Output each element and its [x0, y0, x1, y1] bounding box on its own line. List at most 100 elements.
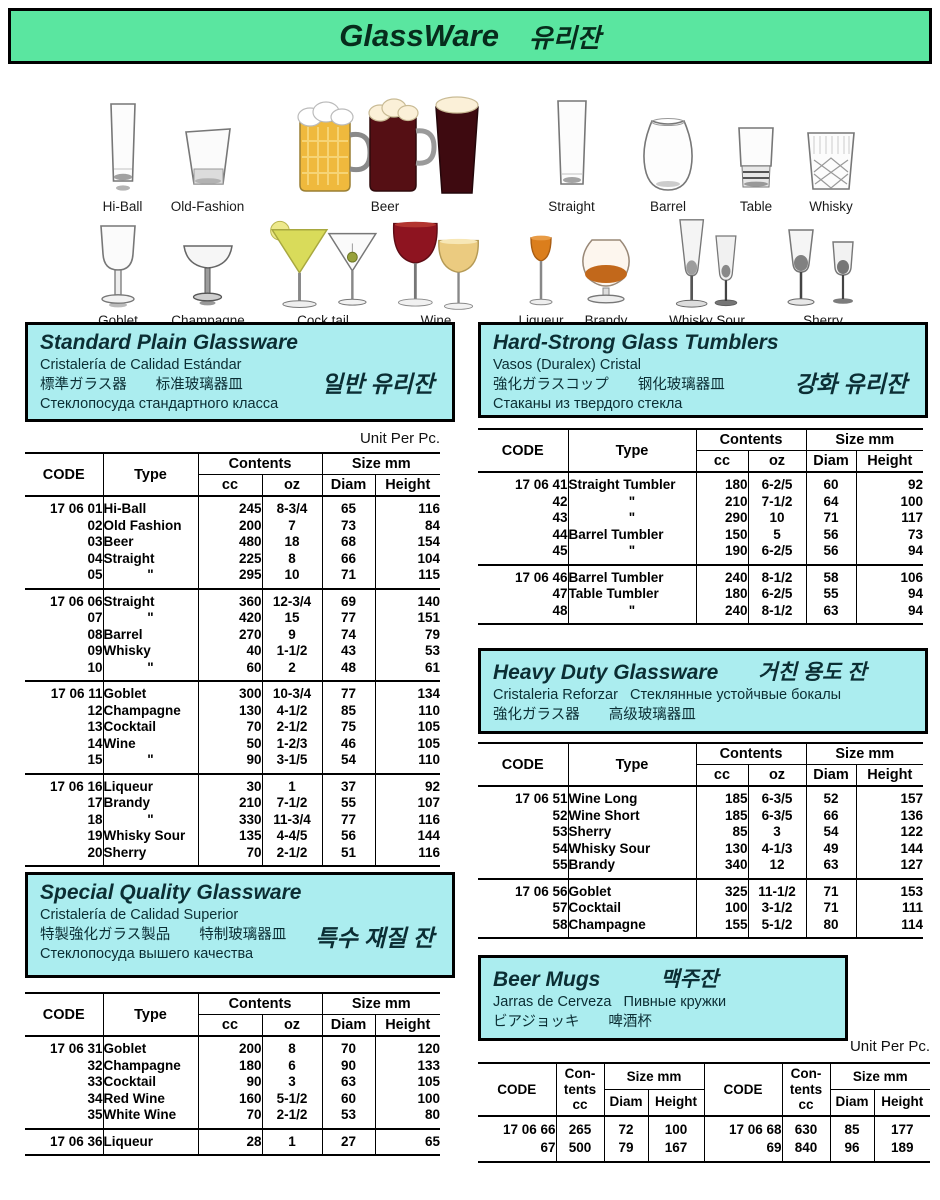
- table-row: 52 Wine Short 185 6-3/5 66 136: [477, 807, 924, 824]
- col-header-contents-cc: Con-tents cc: [781, 1063, 831, 1116]
- cell-height: 94: [855, 602, 924, 624]
- col-header-cc: cc: [197, 474, 263, 496]
- col-header-diam: Diam: [321, 1014, 376, 1036]
- col-header-cc: cc: [695, 764, 749, 786]
- col-header-size: Size mm: [805, 743, 924, 765]
- page-title: GlassWare: [339, 18, 499, 53]
- table-row: 19 Whisky Sour 135 4-4/5 56 144: [24, 828, 441, 845]
- table-row: 14 Wine 50 1-2/3 46 105: [24, 735, 441, 752]
- glass-label: Whisky: [809, 199, 853, 214]
- col-header-type: Type: [567, 743, 697, 786]
- cell-oz: 12-3/4: [261, 587, 323, 610]
- section-korean-label: 특수 재질 잔: [315, 925, 434, 951]
- cell-height: 79: [374, 626, 441, 643]
- cell: 67: [477, 1138, 557, 1162]
- cell-code: 13: [24, 719, 104, 736]
- col-header-contents-cc: Con-tents cc: [555, 1063, 605, 1116]
- cell-type: Straight: [102, 550, 199, 567]
- table-row: 43 " 290 10 71 117: [477, 510, 924, 527]
- cell-oz: 1-2/3: [261, 735, 323, 752]
- cell-diam: 63: [805, 602, 857, 624]
- cell: 17 06 66: [477, 1115, 557, 1139]
- section-subtitle-es: Cristalería de Calidad Superior: [40, 907, 239, 924]
- cell-diam: 66: [805, 807, 857, 824]
- cell-diam: 52: [805, 786, 857, 808]
- table-row: 17 06 16 Liqueur 30 1 37 92: [24, 772, 441, 795]
- cell-code: 07: [24, 610, 104, 627]
- section-korean-label: 일반 유리잔: [321, 371, 434, 397]
- cell-oz: 1: [261, 1127, 323, 1155]
- cell-oz: 4-1/3: [747, 840, 807, 857]
- cell-oz: 6-2/5: [747, 543, 807, 565]
- cell-diam: 48: [321, 659, 376, 681]
- cell-type: Red Wine: [102, 1090, 199, 1107]
- cell-code: 48: [477, 602, 569, 624]
- col-header-diam: Diam: [805, 764, 857, 786]
- table-figure: Table: [719, 86, 793, 214]
- table-group: 17 06 36 Liqueur 28 1 27 65: [24, 1127, 441, 1155]
- cell-height: 127: [855, 857, 924, 879]
- cell-code: 47: [477, 586, 569, 603]
- section-title: Hard-Strong Glass Tumblers: [493, 331, 779, 354]
- cell-cc: 130: [197, 702, 263, 719]
- cell-height: 144: [374, 828, 441, 845]
- section-title: Standard Plain Glassware: [40, 331, 298, 354]
- cell-type: Table Tumbler: [567, 586, 697, 603]
- cell-height: 84: [374, 517, 441, 534]
- table-row: 32 Champagne 180 6 90 133: [24, 1057, 441, 1074]
- cell-diam: 71: [321, 567, 376, 589]
- col-header-height: Height: [374, 1014, 441, 1036]
- cell-oz: 6-3/5: [747, 786, 807, 808]
- glass-label: Barrel: [649, 199, 686, 214]
- beer-figure: Beer: [290, 86, 480, 214]
- cell-code: 17 06 56: [477, 877, 569, 900]
- cell-cc: 325: [695, 877, 749, 900]
- table-row: 20 Sherry 70 2-1/2 51 116: [24, 844, 441, 866]
- cell-cc: 150: [695, 526, 749, 543]
- cell-cc: 240: [695, 602, 749, 624]
- cell-oz: 3: [747, 824, 807, 841]
- cell-code: 17: [24, 795, 104, 812]
- special-quality-glassware-table: CODE Type Contents Size mm cc oz Diam Height 17 …: [24, 992, 441, 1156]
- col-header-contents: Contents: [695, 743, 807, 765]
- section-heavy-duty-glassware: Heavy Duty Glassware 거친 용도 잔 Cristaleria…: [478, 648, 928, 734]
- cell: 167: [647, 1138, 705, 1162]
- page-title-bar: GlassWare 유리잔: [8, 8, 932, 64]
- col-header-size: Size mm: [603, 1063, 705, 1090]
- cell: 265: [555, 1115, 605, 1139]
- cell-cc: 300: [197, 680, 263, 703]
- cell-type: Liqueur: [102, 772, 199, 795]
- cell-cc: 210: [197, 795, 263, 812]
- table-row: 44 Barrel Tumbler 150 5 56 73: [477, 526, 924, 543]
- cell-oz: 10: [261, 567, 323, 589]
- cell-height: 53: [374, 643, 441, 660]
- cell-type: ": [102, 811, 199, 828]
- col-header-diam: Diam: [805, 450, 857, 472]
- cell-diam: 60: [805, 472, 857, 494]
- cell-type: Hi-Ball: [102, 496, 199, 518]
- col-header-oz: oz: [261, 1014, 323, 1036]
- old-fashion-glass-image: [184, 128, 231, 185]
- cell-oz: 2: [261, 659, 323, 681]
- cell-diam: 49: [805, 840, 857, 857]
- table-row: 17 06 66 265 72 100 17 06 68 630 85 177: [477, 1115, 931, 1139]
- col-header-height: Height: [855, 450, 924, 472]
- cell-cc: 28: [197, 1127, 263, 1155]
- cell-cc: 190: [695, 543, 749, 565]
- table-group: 17 06 11 Goblet 300 10-3/4 77 134 12 Champagne 1…: [24, 680, 441, 774]
- cell-code: 57: [477, 900, 569, 917]
- cell-diam: 74: [321, 626, 376, 643]
- cell-cc: 155: [695, 916, 749, 938]
- whisky-glass-image: [807, 132, 855, 190]
- table-glass-image: [738, 127, 774, 188]
- cell-type: Wine: [102, 735, 199, 752]
- cell-height: 154: [374, 534, 441, 551]
- cell-diam: 85: [321, 702, 376, 719]
- cell-height: 106: [855, 563, 924, 586]
- table-row: 17 06 36 Liqueur 28 1 27 65: [24, 1127, 441, 1155]
- unit-per-pc-note: Unit Per Pc.: [849, 1038, 930, 1055]
- cell-oz: 11-3/4: [261, 811, 323, 828]
- cell-code: 42: [477, 493, 569, 510]
- cell: 840: [781, 1138, 831, 1162]
